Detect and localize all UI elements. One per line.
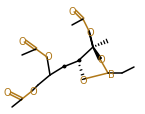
Text: B: B — [108, 69, 114, 79]
Text: O: O — [68, 7, 76, 17]
Polygon shape — [89, 32, 93, 48]
Text: O: O — [79, 75, 87, 85]
Text: O: O — [29, 86, 37, 96]
Polygon shape — [93, 48, 101, 60]
Text: O: O — [86, 28, 94, 38]
Text: O: O — [44, 52, 52, 61]
Text: O: O — [97, 54, 105, 64]
Text: O: O — [3, 87, 11, 97]
Text: O: O — [18, 37, 26, 47]
